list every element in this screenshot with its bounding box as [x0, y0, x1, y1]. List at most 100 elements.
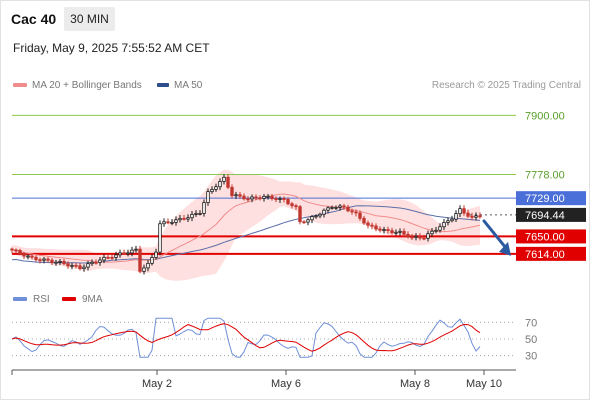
price-level-labels: 7900.00 7778.00 7729.00 7694.44 7650.00 7614.… — [516, 110, 586, 261]
candle-body — [130, 249, 134, 254]
candle-body — [302, 221, 306, 224]
candle-body — [34, 256, 38, 261]
ma50-line — [11, 205, 481, 264]
candle-body — [158, 223, 162, 253]
candle-body — [58, 260, 62, 263]
candle-body — [366, 222, 370, 226]
candle-body — [170, 221, 174, 224]
legend-ma50: MA 50 — [157, 80, 202, 91]
candle-body — [414, 235, 418, 238]
chart-datetime: Friday, May 9, 2025 7:55:52 AM CET — [13, 41, 210, 55]
candle-body — [306, 219, 310, 223]
bollinger-band-area — [12, 169, 480, 281]
candle-body — [86, 263, 90, 268]
candlesticks — [10, 174, 482, 275]
x-tick-label: May 6 — [271, 378, 301, 390]
candle-body — [98, 259, 102, 263]
candle-body — [466, 212, 470, 217]
candle-body — [470, 215, 474, 218]
candle-body — [458, 208, 462, 215]
candle-body — [18, 250, 22, 254]
forecast-arrow-head — [499, 241, 511, 256]
candle-body — [182, 217, 186, 220]
candle-body — [282, 198, 286, 200]
candle-body — [50, 259, 54, 263]
candle-body — [406, 233, 410, 238]
rsi-legend-label: RSI — [33, 294, 50, 305]
level-label-bg — [516, 229, 586, 244]
candle-body — [430, 230, 434, 235]
candle-body — [106, 256, 110, 259]
candle-body — [90, 261, 94, 265]
candle-body — [226, 176, 230, 188]
rsi-9ma-legend-label: 9MA — [82, 294, 103, 305]
x-axis: May 2 May 6 May 8 May 10 — [11, 369, 516, 390]
candle-body — [258, 197, 262, 200]
level-label-bg — [516, 246, 586, 261]
candle-body — [450, 218, 454, 222]
candle-body — [270, 195, 274, 200]
candle-body — [38, 259, 42, 262]
candle-body — [334, 206, 338, 209]
rsi-tick-label: 50 — [525, 334, 537, 346]
candle-body — [454, 213, 458, 220]
candle-body — [198, 212, 202, 215]
candle-body — [410, 236, 414, 239]
level-label-support: 7614.00 — [525, 249, 565, 261]
candle-body — [330, 206, 334, 209]
candle-body — [350, 210, 354, 213]
candle-body — [166, 221, 170, 224]
candle-body — [326, 207, 330, 211]
candle-body — [134, 248, 138, 251]
candle-body — [230, 186, 234, 197]
candle-body — [78, 265, 82, 270]
level-label-bg — [516, 191, 586, 206]
rsi-9ma-swatch — [62, 297, 76, 301]
candle-body — [462, 208, 466, 214]
timeframe-button[interactable]: 30 MIN — [64, 7, 115, 31]
candle-body — [262, 195, 266, 199]
candle-body — [370, 224, 374, 227]
ma20-line — [11, 193, 481, 263]
research-credit: Research © 2025 Trading Central — [431, 80, 581, 91]
candle-body — [206, 191, 210, 204]
candle-body — [74, 264, 78, 267]
level-label-support: 7650.00 — [525, 231, 565, 243]
candle-body — [318, 213, 322, 217]
candle-body — [46, 258, 50, 261]
candle-body — [358, 212, 362, 219]
candle-body — [194, 213, 198, 215]
candle-body — [110, 256, 114, 259]
candle-body — [442, 221, 446, 228]
candle-body — [250, 196, 254, 200]
candle-body — [66, 263, 70, 267]
candle-body — [214, 186, 218, 190]
candle-body — [290, 203, 294, 207]
candle-body — [178, 217, 182, 221]
candle-body — [142, 267, 146, 272]
ma20-swatch — [13, 83, 27, 88]
candle-body — [190, 213, 194, 219]
candle-body — [246, 198, 250, 201]
candle-body — [390, 230, 394, 234]
legend-ma20: MA 20 + Bollinger Bands — [13, 80, 142, 91]
level-label-target: 7900.00 — [525, 110, 565, 122]
forecast-arrow-shaft — [482, 219, 507, 249]
candle-body — [294, 205, 298, 208]
candle-body — [382, 229, 386, 231]
candle-body — [354, 211, 358, 214]
candle-body — [146, 262, 150, 269]
candle-body — [298, 206, 302, 223]
candle-body — [274, 198, 278, 201]
candle-body — [10, 248, 14, 251]
candle-body — [322, 209, 326, 215]
candle-body — [238, 194, 242, 197]
candle-body — [94, 261, 98, 264]
candle-body — [210, 189, 214, 193]
rsi-panel: 70 50 30 — [11, 317, 537, 363]
rsi-tick-label: 70 — [525, 317, 537, 329]
candle-body — [54, 261, 58, 264]
candle-body — [150, 257, 154, 264]
candle-body — [70, 264, 74, 267]
rsi-9ma-line — [11, 323, 481, 352]
